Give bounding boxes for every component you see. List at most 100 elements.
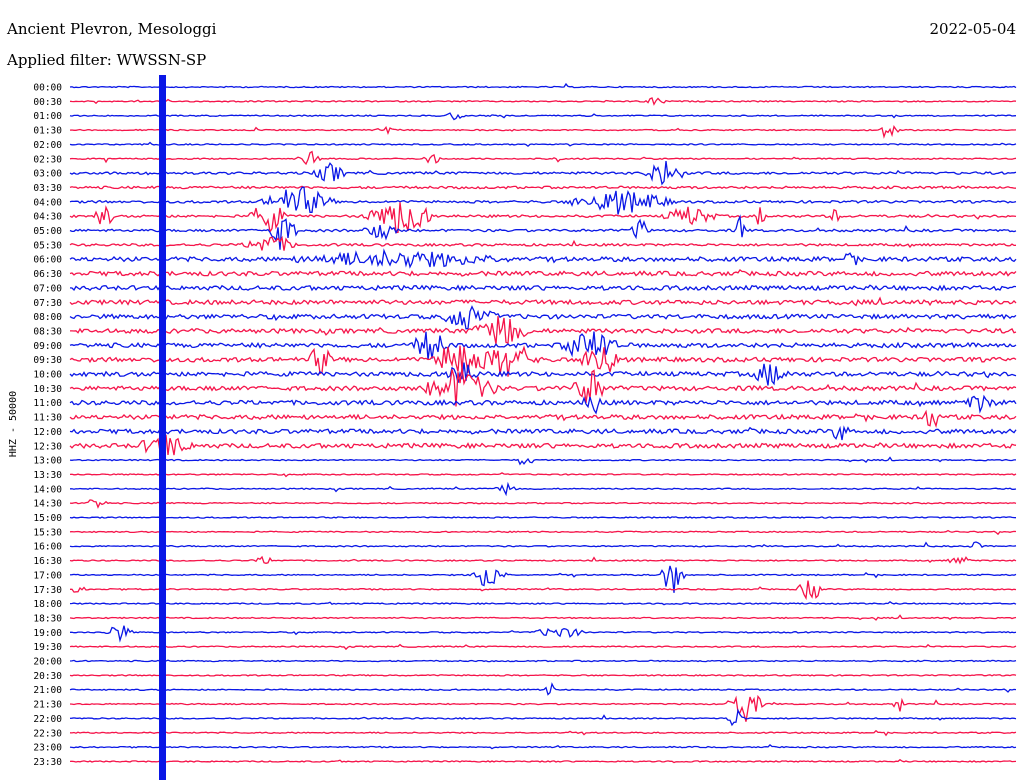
trace-row-1900 (70, 625, 1017, 643)
trace-row-1300 (69, 456, 1016, 466)
tick-label-1200: 12:00 (33, 427, 62, 438)
trace-row-0800 (69, 305, 1017, 330)
tick-label-1600: 16:00 (33, 542, 62, 553)
trace-row-0700 (69, 284, 1017, 292)
trace-row-1730 (70, 580, 1017, 601)
tick-label-1030: 10:30 (33, 384, 62, 395)
tick-label-1630: 16:30 (33, 556, 62, 567)
trace-row-0000 (69, 82, 1017, 89)
trace-row-1030 (69, 367, 1017, 407)
trace-row-2100 (69, 682, 1017, 696)
trace-row-0230 (69, 150, 1017, 166)
trace-row-1130 (69, 409, 1017, 428)
trace-row-1530 (69, 529, 1017, 536)
tick-label-group: 00:00 00:30 01:00 01:30 02:00 02:30 03:00 03:30… (33, 83, 62, 768)
trace-row-2000 (69, 659, 1017, 663)
tick-label-1800: 18:00 (33, 599, 62, 610)
tick-label-0530: 05:30 (33, 240, 62, 251)
trace-row-0100 (69, 112, 1017, 121)
tick-label-1100: 11:00 (33, 398, 62, 409)
trace-row-0600 (69, 248, 1017, 269)
tick-label-2100: 21:00 (33, 685, 62, 696)
tick-label-1500: 15:00 (33, 513, 62, 524)
tick-label-0930: 09:30 (33, 355, 62, 366)
trace-row-0430 (69, 202, 1017, 234)
trace-row-1630 (69, 555, 1017, 565)
trace-row-0200 (69, 141, 1017, 148)
tick-label-0000: 00:00 (33, 83, 62, 94)
trace-row-1500 (69, 516, 1017, 519)
tick-label-1700: 17:00 (33, 570, 62, 581)
trace-row-1000 (69, 362, 1017, 386)
tick-label-0100: 01:00 (33, 111, 62, 122)
tick-label-0300: 03:00 (33, 169, 62, 180)
trace-row-2330 (69, 758, 1017, 764)
tick-label-1830: 18:30 (33, 613, 62, 624)
tick-label-0130: 01:30 (33, 126, 62, 137)
trace-row-2230 (69, 729, 1017, 737)
trace-row-0130 (69, 125, 1017, 139)
tick-label-0030: 00:30 (33, 97, 62, 108)
tick-label-0800: 08:00 (33, 312, 62, 323)
trace-row-2130 (69, 694, 1017, 722)
tick-label-1330: 13:30 (33, 470, 62, 481)
tick-label-2130: 21:30 (33, 700, 62, 711)
trace-row-1430 (69, 499, 1017, 509)
saturated-event-column (159, 75, 166, 780)
tick-label-2230: 22:30 (33, 728, 62, 739)
tick-label-1230: 12:30 (33, 441, 62, 452)
tick-label-1900: 19:00 (33, 628, 62, 639)
trace-row-1330 (69, 472, 1017, 478)
tick-label-2000: 20:00 (33, 657, 62, 668)
tick-label-0430: 04:30 (33, 212, 62, 223)
trace-row-1700 (69, 565, 1017, 593)
filter-label: Applied filter: WWSSN-SP (7, 51, 207, 69)
trace-row-0830 (70, 316, 1017, 345)
tick-label-0500: 05:00 (33, 226, 62, 237)
station-title: Ancient Plevron, Mesologgi (7, 20, 217, 38)
tick-label-0600: 06:00 (33, 255, 62, 266)
trace-row-0030 (69, 97, 1017, 106)
trace-row-2200 (69, 708, 1017, 727)
tick-label-1430: 14:30 (33, 499, 62, 510)
tick-label-0700: 07:00 (33, 283, 62, 294)
tick-label-1530: 15:30 (33, 527, 62, 538)
tick-label-1300: 13:00 (33, 456, 62, 467)
y-axis-label: HHZ - 50000 (8, 391, 19, 457)
tick-label-1400: 14:00 (33, 484, 62, 495)
tick-label-0730: 07:30 (33, 298, 62, 309)
trace-row-0500 (69, 214, 1017, 250)
trace-row-1800 (69, 600, 1017, 606)
tick-label-1130: 11:30 (33, 413, 62, 424)
tick-label-0200: 02:00 (33, 140, 62, 151)
trace-row-1230 (69, 434, 1017, 457)
trace-row-0630 (69, 268, 1017, 277)
tick-label-1730: 17:30 (33, 585, 62, 596)
trace-row-2030 (69, 674, 1017, 677)
trace-row-0330 (69, 185, 1017, 190)
trace-row-0300 (69, 161, 1017, 186)
tick-label-0630: 06:30 (33, 269, 62, 280)
trace-row-1400 (70, 481, 1017, 497)
trace-row-1100 (69, 394, 1017, 415)
trace-row-2300 (69, 744, 1017, 750)
trace-row-0400 (69, 186, 1017, 215)
trace-row-1200 (69, 425, 1017, 441)
trace-row-1930 (69, 643, 1017, 651)
tick-label-2030: 20:30 (33, 671, 62, 682)
trace-row-1830 (69, 614, 1017, 621)
trace-row-0730 (69, 296, 1017, 307)
record-date: 2022-05-04 (929, 20, 1016, 38)
tick-label-0830: 08:30 (33, 326, 62, 337)
tick-label-0330: 03:30 (33, 183, 62, 194)
trace-row-1600 (69, 541, 1017, 548)
tick-label-2300: 23:00 (33, 743, 62, 754)
tick-label-0230: 02:30 (33, 154, 62, 165)
tick-label-1930: 19:30 (33, 642, 62, 653)
tick-label-0400: 04:00 (33, 197, 62, 208)
trace-row-0530 (69, 235, 1017, 251)
tick-label-1000: 10:00 (33, 370, 62, 381)
trace-group (69, 75, 1017, 780)
trace-row-0900 (69, 331, 1017, 360)
